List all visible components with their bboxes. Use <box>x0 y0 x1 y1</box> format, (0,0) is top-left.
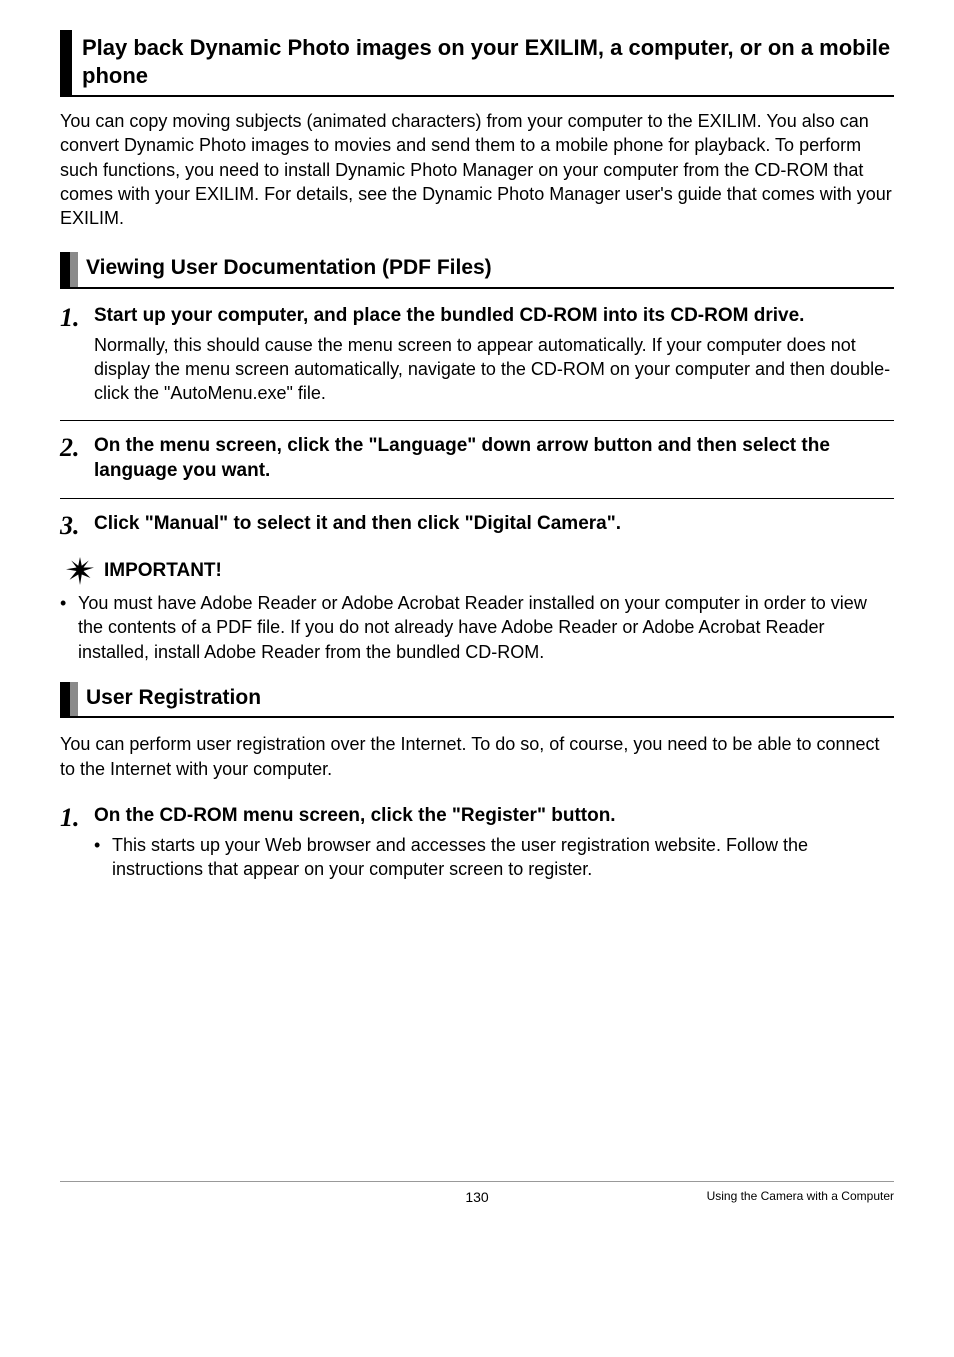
sub-bullet-text: This starts up your Web browser and acce… <box>112 833 894 882</box>
section-title: Play back Dynamic Photo images on your E… <box>72 30 894 95</box>
subheading-bar-dark <box>60 252 70 286</box>
step-1: 1. Start up your computer, and place the… <box>60 303 894 406</box>
step-heading-text: On the menu screen, click the "Language"… <box>94 433 894 484</box>
subheading-bar-light <box>70 682 78 716</box>
step-divider <box>60 498 894 499</box>
step-head: 2. On the menu screen, click the "Langua… <box>60 433 894 484</box>
step-heading-text: On the CD-ROM menu screen, click the "Re… <box>94 803 616 829</box>
step-number: 2. <box>60 433 94 461</box>
section1-body: You can copy moving subjects (animated c… <box>60 109 894 230</box>
step-number: 1. <box>60 303 94 331</box>
burst-icon <box>66 557 94 585</box>
bullet-text: You must have Adobe Reader or Adobe Acro… <box>78 591 894 664</box>
subheading-title: Viewing User Documentation (PDF Files) <box>78 252 492 286</box>
important-bullet-list: • You must have Adobe Reader or Adobe Ac… <box>60 591 894 664</box>
step-divider <box>60 420 894 421</box>
step-number: 3. <box>60 511 94 539</box>
page-number: 130 <box>465 1188 488 1207</box>
step-sub-bullet: • This starts up your Web browser and ac… <box>94 833 894 882</box>
section-heading-dynamic-photo: Play back Dynamic Photo images on your E… <box>60 30 894 97</box>
step-2: 2. On the menu screen, click the "Langua… <box>60 433 894 484</box>
bullet-marker: • <box>60 591 78 664</box>
page-footer: 130 Using the Camera with a Computer <box>60 1181 894 1207</box>
list-item: • You must have Adobe Reader or Adobe Ac… <box>60 591 894 664</box>
section3-step-1: 1. On the CD-ROM menu screen, click the … <box>60 803 894 882</box>
step-body: Normally, this should cause the menu scr… <box>94 333 894 406</box>
subheading-title: User Registration <box>78 682 261 716</box>
step-head: 3. Click "Manual" to select it and then … <box>60 511 894 539</box>
heading-bar <box>60 30 72 95</box>
subheading-bar-dark <box>60 682 70 716</box>
step-head: 1. On the CD-ROM menu screen, click the … <box>60 803 894 831</box>
important-label: IMPORTANT! <box>104 558 222 584</box>
important-callout: IMPORTANT! <box>66 557 894 585</box>
subheading-bar-light <box>70 252 78 286</box>
section3-body: You can perform user registration over t… <box>60 732 894 781</box>
step-head: 1. Start up your computer, and place the… <box>60 303 894 331</box>
step-heading-text: Click "Manual" to select it and then cli… <box>94 511 621 537</box>
subheading-user-registration: User Registration <box>60 682 894 718</box>
bullet-marker: • <box>94 833 112 882</box>
subheading-viewing-docs: Viewing User Documentation (PDF Files) <box>60 252 894 288</box>
footer-right-text: Using the Camera with a Computer <box>707 1188 894 1204</box>
step-number: 1. <box>60 803 94 831</box>
step-3: 3. Click "Manual" to select it and then … <box>60 511 894 539</box>
step-heading-text: Start up your computer, and place the bu… <box>94 303 804 329</box>
